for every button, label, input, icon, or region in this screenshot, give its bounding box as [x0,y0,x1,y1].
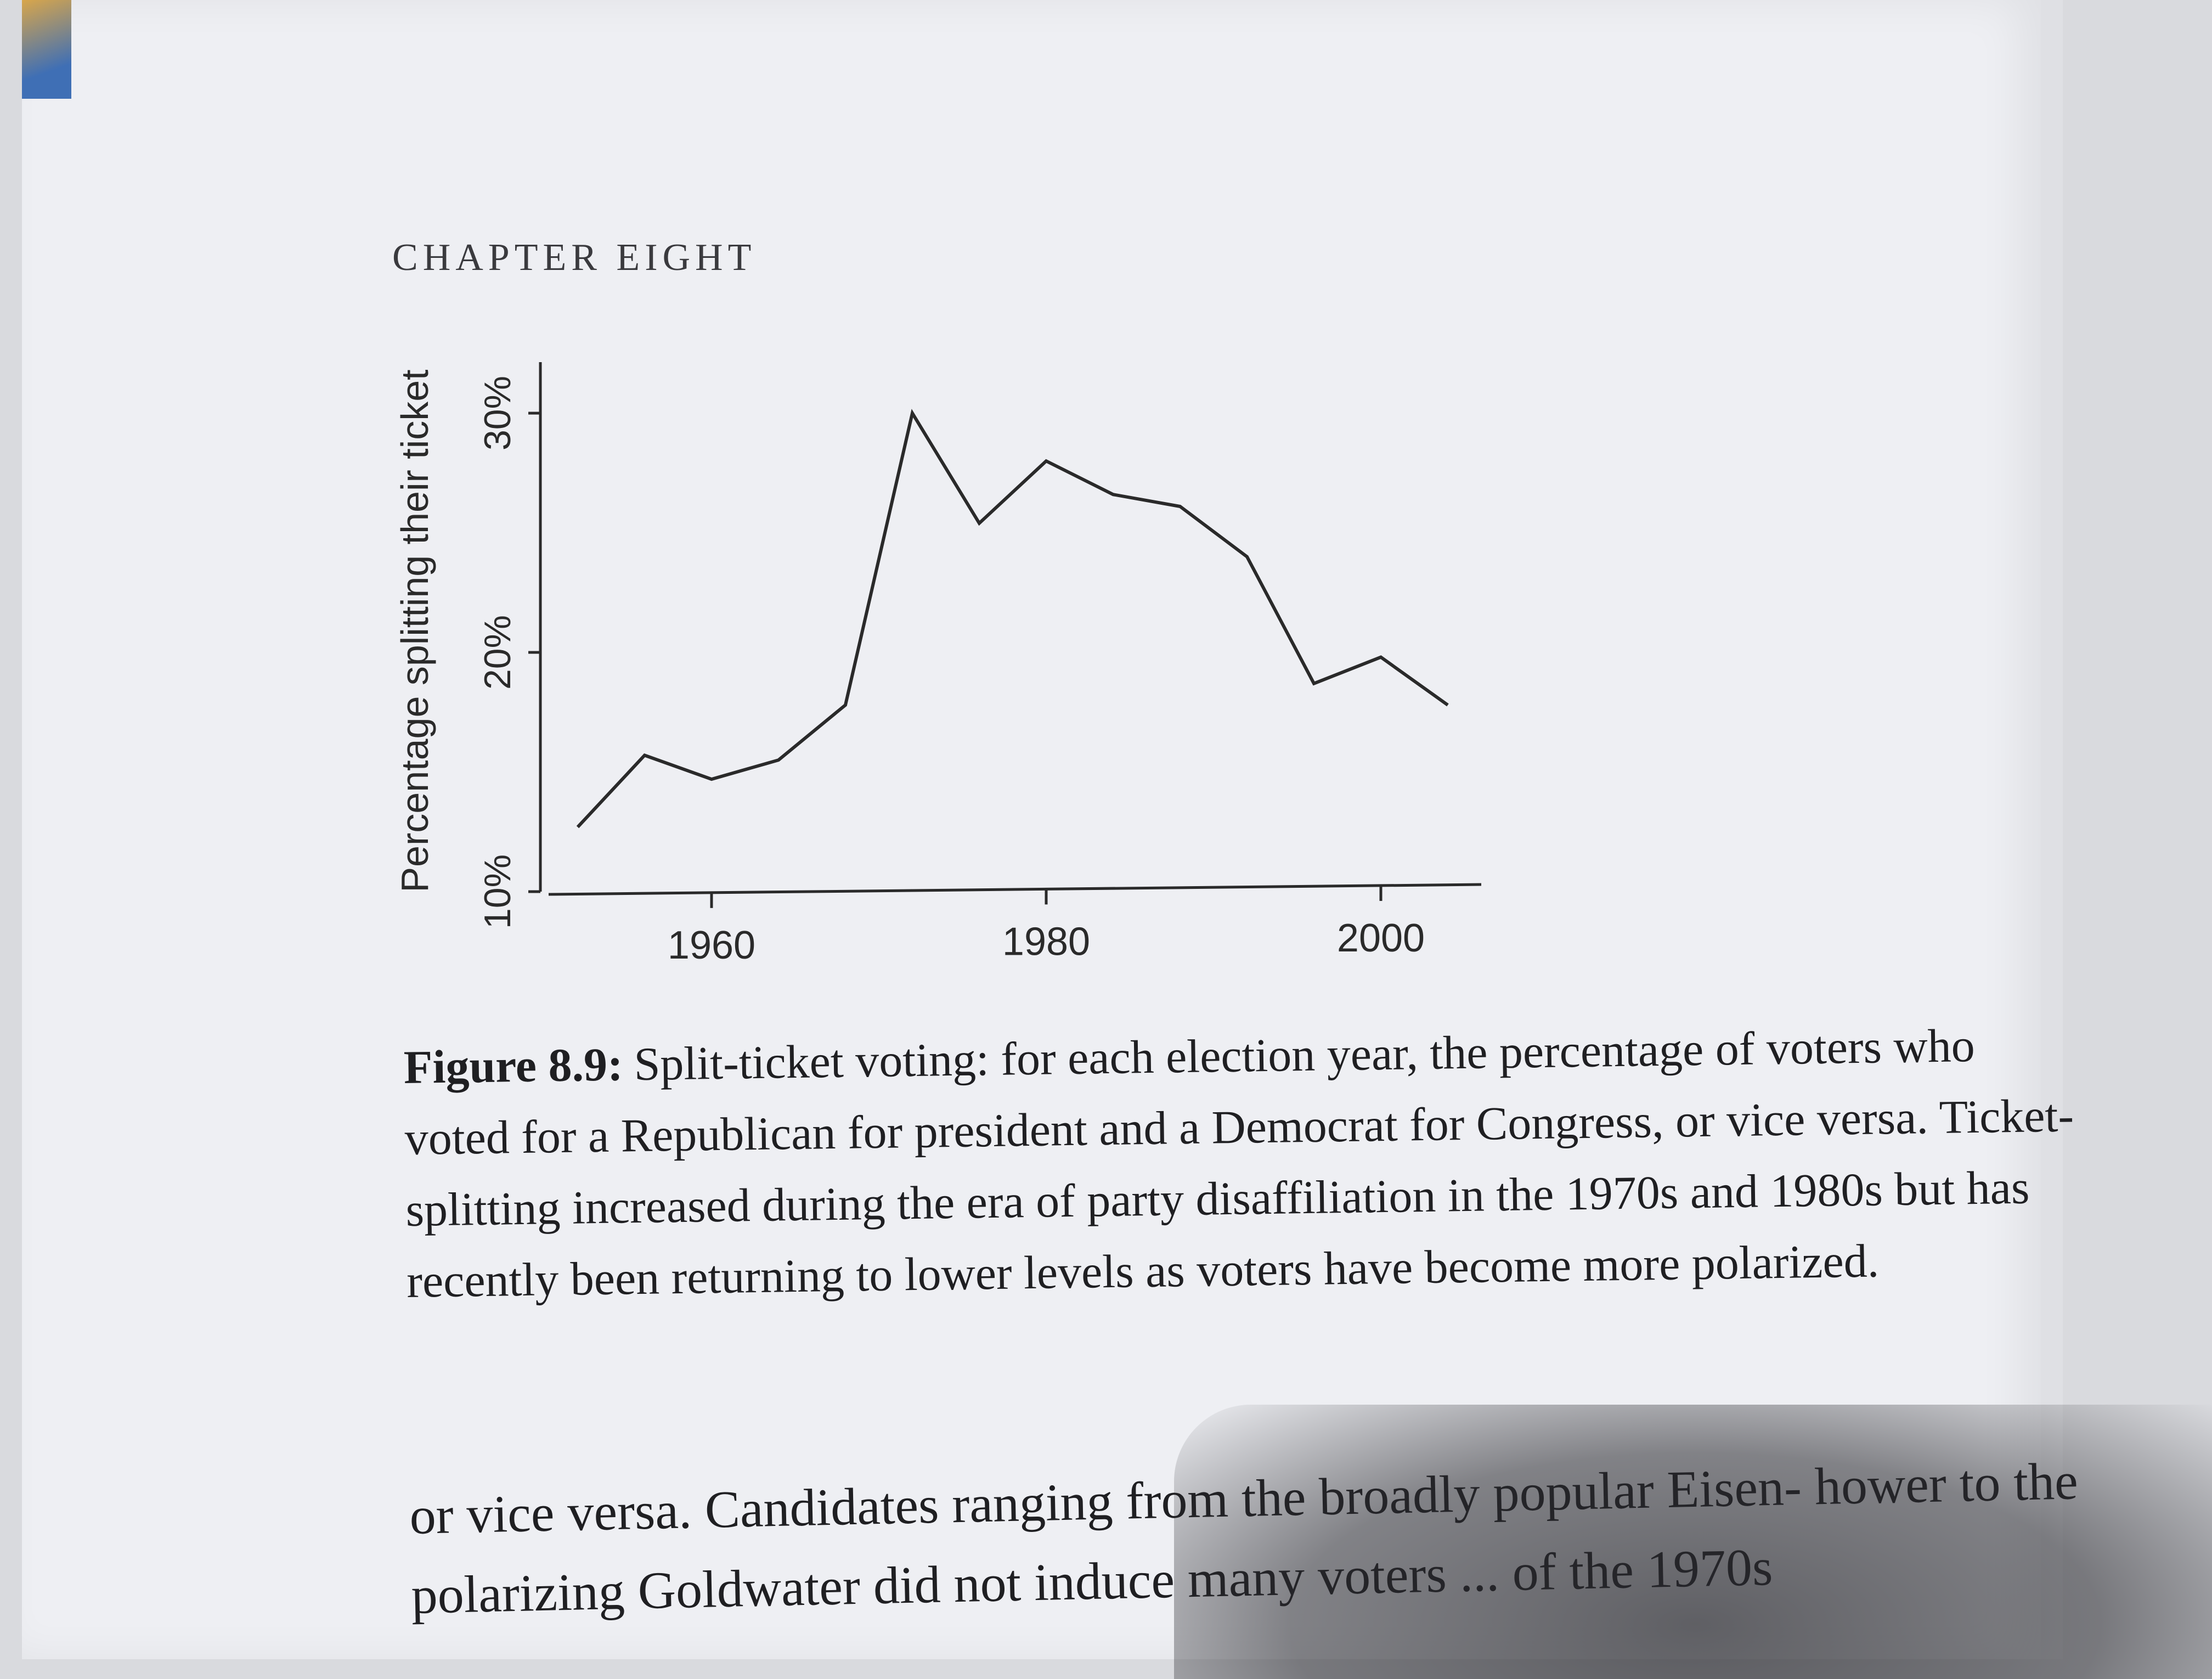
figure-caption: Figure 8.9:Split-ticket voting: for each… [403,1008,2080,1317]
x-axis-line [549,884,1481,894]
series-line [578,413,1448,827]
figure-label: Figure 8.9: [403,1038,623,1094]
figure-caption-text: Split-ticket voting: for each election y… [404,1019,2074,1308]
x-tick-label: 2000 [1337,916,1425,960]
x-tick-label: 1980 [1002,920,1090,964]
y-tick-label: 30% [477,376,518,450]
y-tick-label: 20% [477,615,518,690]
x-tick-label: 1960 [668,923,755,967]
y-axis-title: Percentage splitting their ticket [393,369,436,892]
y-tick-label: 10% [477,854,518,929]
